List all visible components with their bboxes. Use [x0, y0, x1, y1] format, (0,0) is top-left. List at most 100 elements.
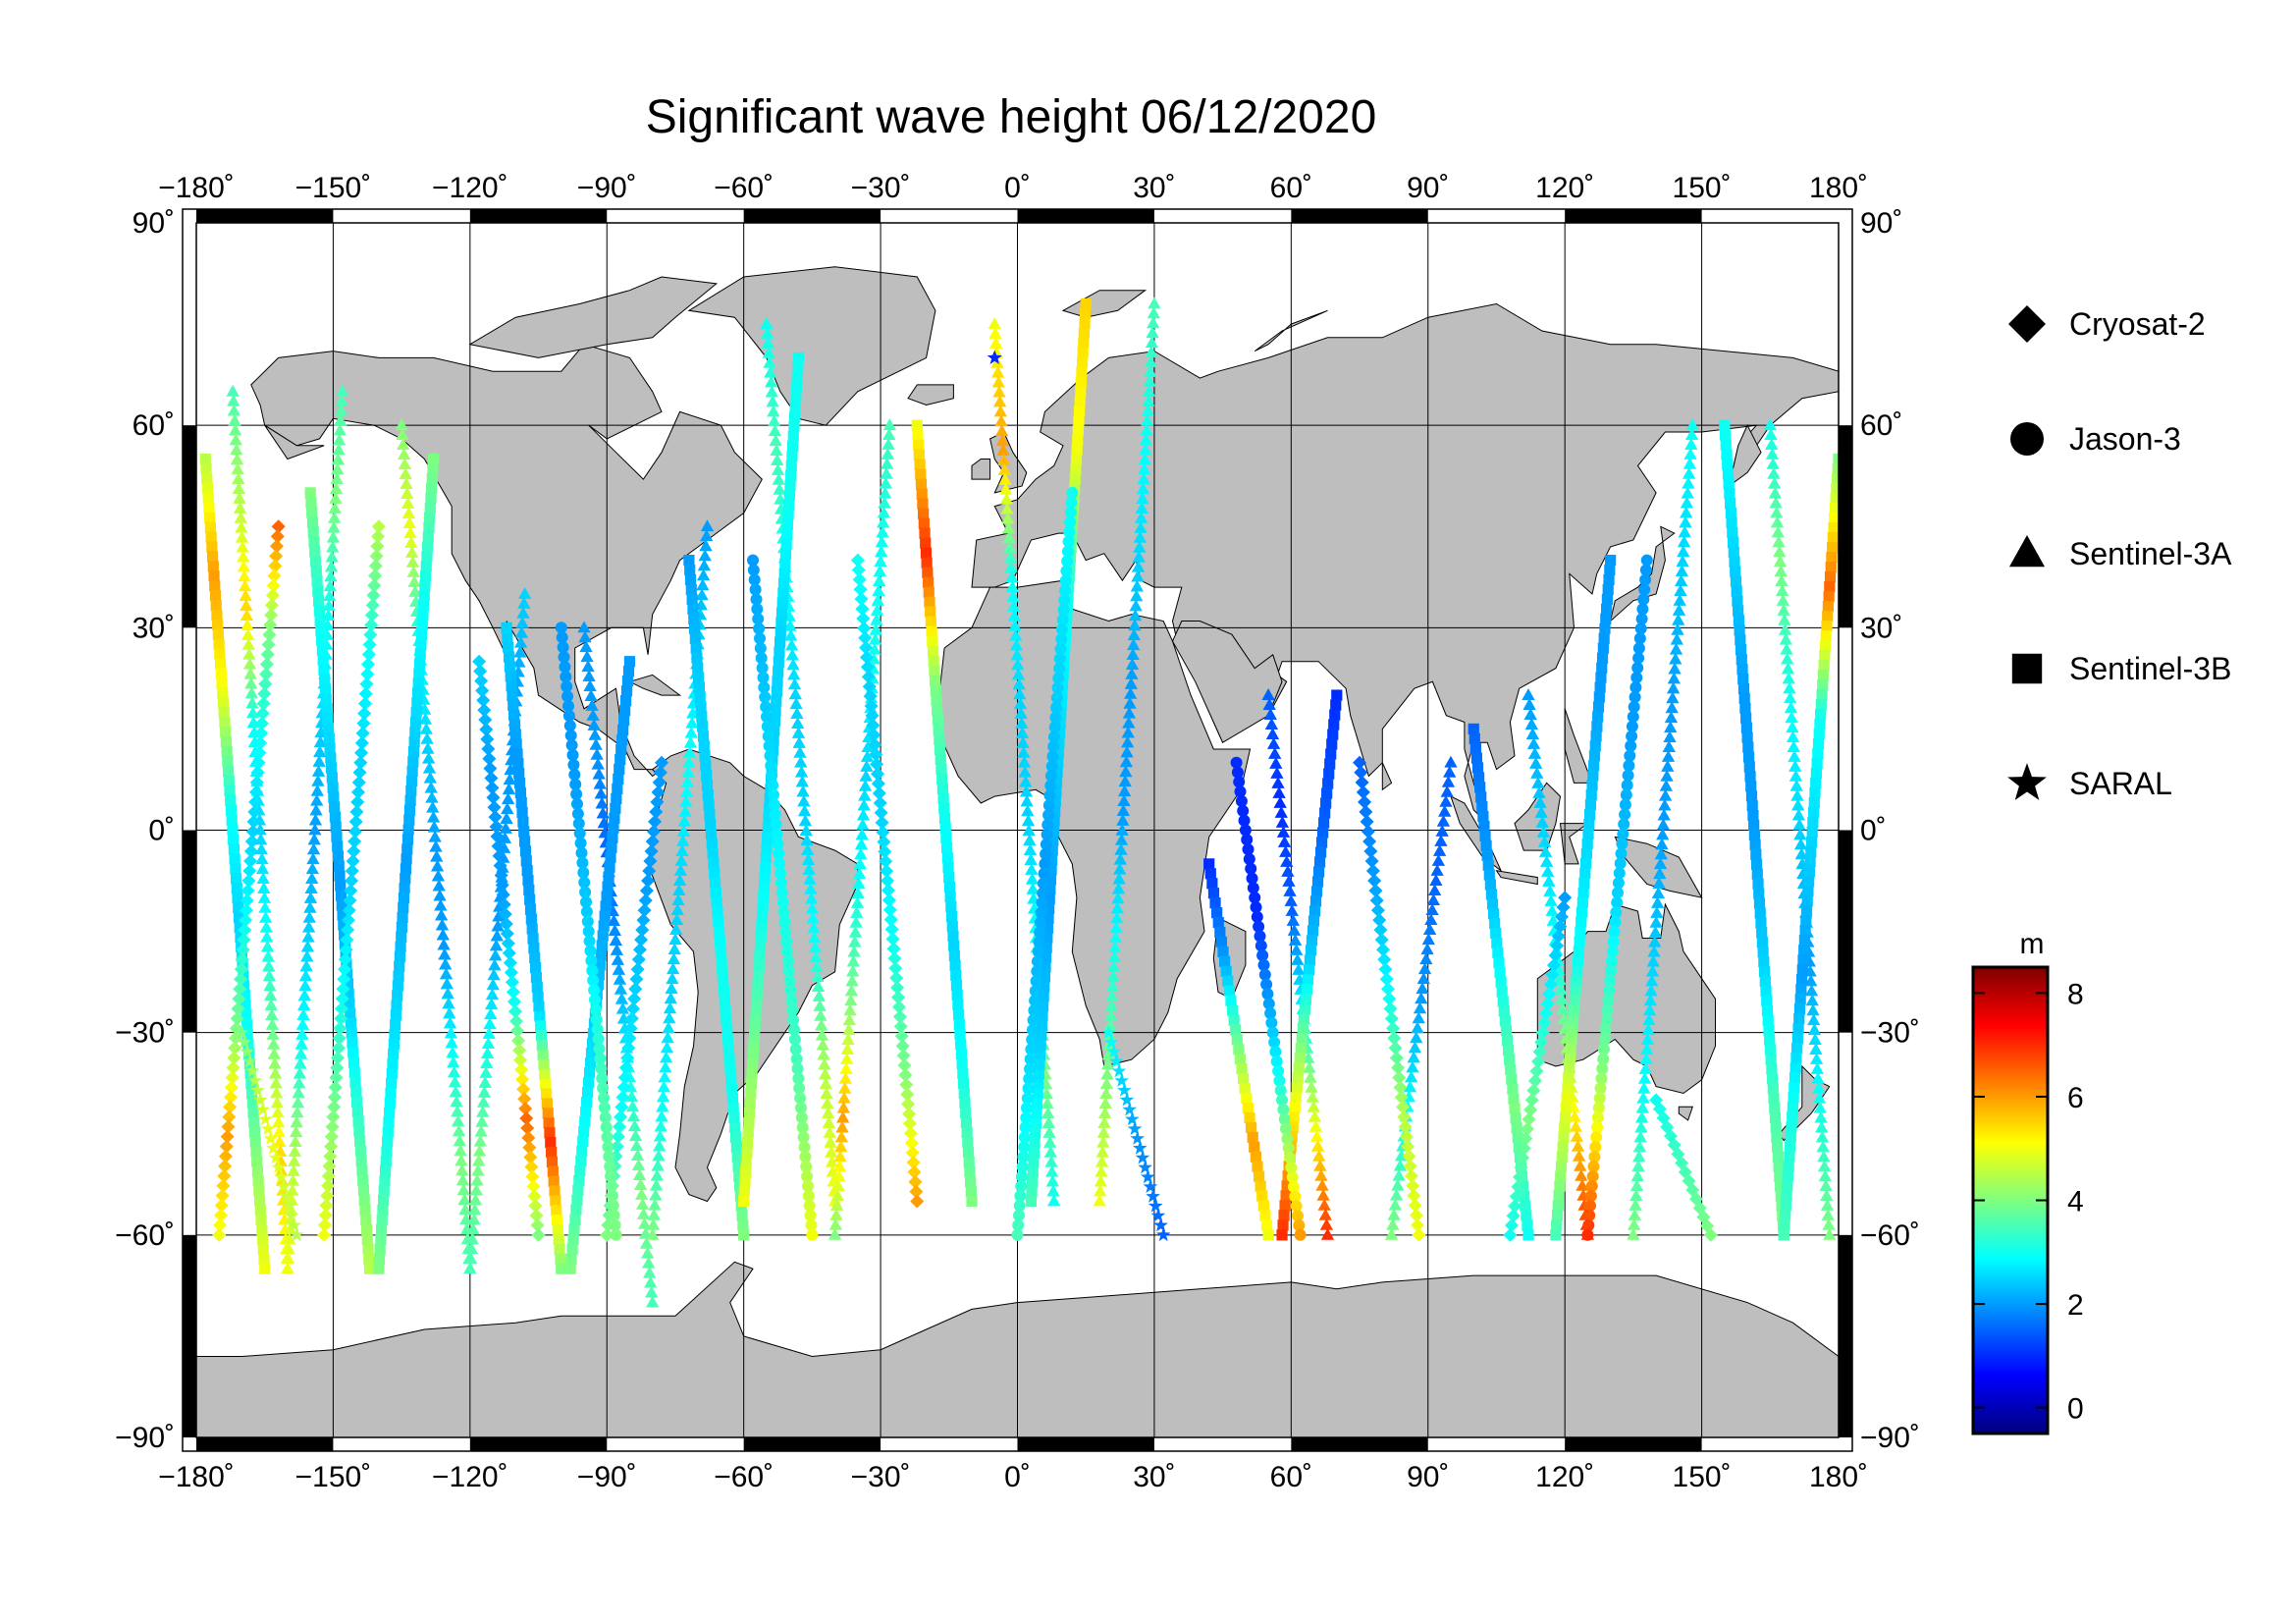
- track-point: [1666, 681, 1681, 694]
- track-point: [455, 1173, 470, 1186]
- track-point: [1024, 1062, 1036, 1075]
- track-point: [1276, 1094, 1288, 1107]
- track-point: [1322, 778, 1334, 789]
- track-point: [1496, 986, 1508, 998]
- track-point: [1523, 708, 1537, 720]
- track-point: [816, 1038, 829, 1051]
- track-point: [705, 818, 717, 831]
- track-point: [682, 755, 696, 768]
- lat-tick-label-left: 0˚: [148, 815, 175, 847]
- track-point: [1805, 846, 1817, 858]
- track-point: [513, 778, 526, 789]
- track-point: [1093, 1194, 1106, 1207]
- track-point: [828, 1227, 842, 1240]
- track-point: [802, 862, 816, 875]
- track-point: [1587, 770, 1599, 782]
- track-point: [1556, 1001, 1570, 1014]
- track-point: [323, 579, 337, 592]
- track-point: [1532, 1045, 1547, 1059]
- track-point: [457, 1193, 471, 1206]
- track-point: [1817, 670, 1830, 681]
- track-point: [947, 930, 959, 942]
- track-point: [223, 775, 235, 787]
- track-point: [297, 989, 311, 1001]
- track-point: [480, 1047, 495, 1058]
- track-point: [580, 1106, 592, 1118]
- track-point: [1289, 1102, 1301, 1113]
- track-point: [1506, 1073, 1518, 1085]
- track-point: [418, 590, 430, 602]
- track-point: [651, 784, 666, 799]
- track-point: [1269, 757, 1283, 769]
- track-point: [1392, 1168, 1406, 1181]
- track-point: [1609, 916, 1622, 929]
- track-point: [801, 843, 815, 856]
- track-point: [225, 1070, 240, 1085]
- track-point: [1537, 835, 1552, 847]
- track-point: [245, 696, 259, 709]
- track-point: [294, 1056, 307, 1069]
- track-point: [845, 974, 859, 987]
- track-point: [938, 812, 951, 824]
- track-point: [577, 866, 590, 879]
- track-point: [1667, 672, 1682, 684]
- track-point: [1750, 858, 1763, 870]
- track-point: [419, 570, 432, 582]
- track-point: [697, 559, 712, 571]
- track-point: [326, 772, 338, 784]
- land-japan: [1609, 525, 1676, 622]
- track-point: [605, 851, 616, 863]
- track-point: [848, 925, 863, 938]
- track-point: [440, 977, 454, 990]
- track-point: [754, 941, 767, 952]
- track-point: [1369, 893, 1384, 908]
- track-point: [422, 761, 437, 774]
- track-point: [1037, 1010, 1048, 1022]
- track-point: [925, 616, 936, 627]
- track-point: [506, 985, 520, 1000]
- track-point: [396, 428, 409, 441]
- track-point: [813, 999, 827, 1011]
- track-point: [1012, 1218, 1025, 1231]
- track-point: [962, 1146, 975, 1159]
- track-point: [610, 802, 621, 814]
- track-point: [1655, 838, 1669, 850]
- track-point: [1045, 1164, 1059, 1177]
- track-point: [568, 1223, 580, 1235]
- track-point: [604, 861, 615, 873]
- track-point: [1509, 1103, 1521, 1114]
- track-point: [1590, 1131, 1603, 1144]
- track-point: [552, 1224, 563, 1236]
- track-point: [1763, 1024, 1775, 1036]
- track-point: [1793, 1003, 1806, 1015]
- track-point: [1816, 689, 1828, 701]
- tick-labels: −180˚−180˚−150˚−150˚−120˚−120˚−90˚−90˚−6…: [115, 172, 1920, 1493]
- track-point: [1426, 893, 1441, 905]
- track-point: [1328, 719, 1340, 730]
- track-point: [1525, 728, 1540, 739]
- track-point: [1588, 750, 1601, 762]
- track-point: [1429, 874, 1443, 886]
- track-point: [869, 622, 882, 635]
- track-point: [1419, 952, 1433, 965]
- track-point: [691, 652, 703, 664]
- track-point: [1633, 1130, 1647, 1143]
- track-point: [1249, 1141, 1260, 1153]
- track-point: [792, 1072, 805, 1085]
- track-point: [390, 1009, 401, 1021]
- track-point: [842, 1023, 856, 1036]
- track-point: [234, 972, 248, 987]
- track-point: [223, 1090, 238, 1105]
- track-point: [1236, 1063, 1248, 1075]
- track-point: [561, 680, 573, 693]
- track-point: [1045, 770, 1057, 783]
- track-point: [1782, 1170, 1794, 1182]
- track-point: [227, 1051, 241, 1065]
- track-point: [1500, 1025, 1513, 1037]
- track-point: [309, 556, 322, 568]
- track-point: [1268, 1036, 1281, 1049]
- track-point: [405, 784, 417, 796]
- track-point: [1759, 975, 1771, 988]
- track-point: [281, 1252, 295, 1265]
